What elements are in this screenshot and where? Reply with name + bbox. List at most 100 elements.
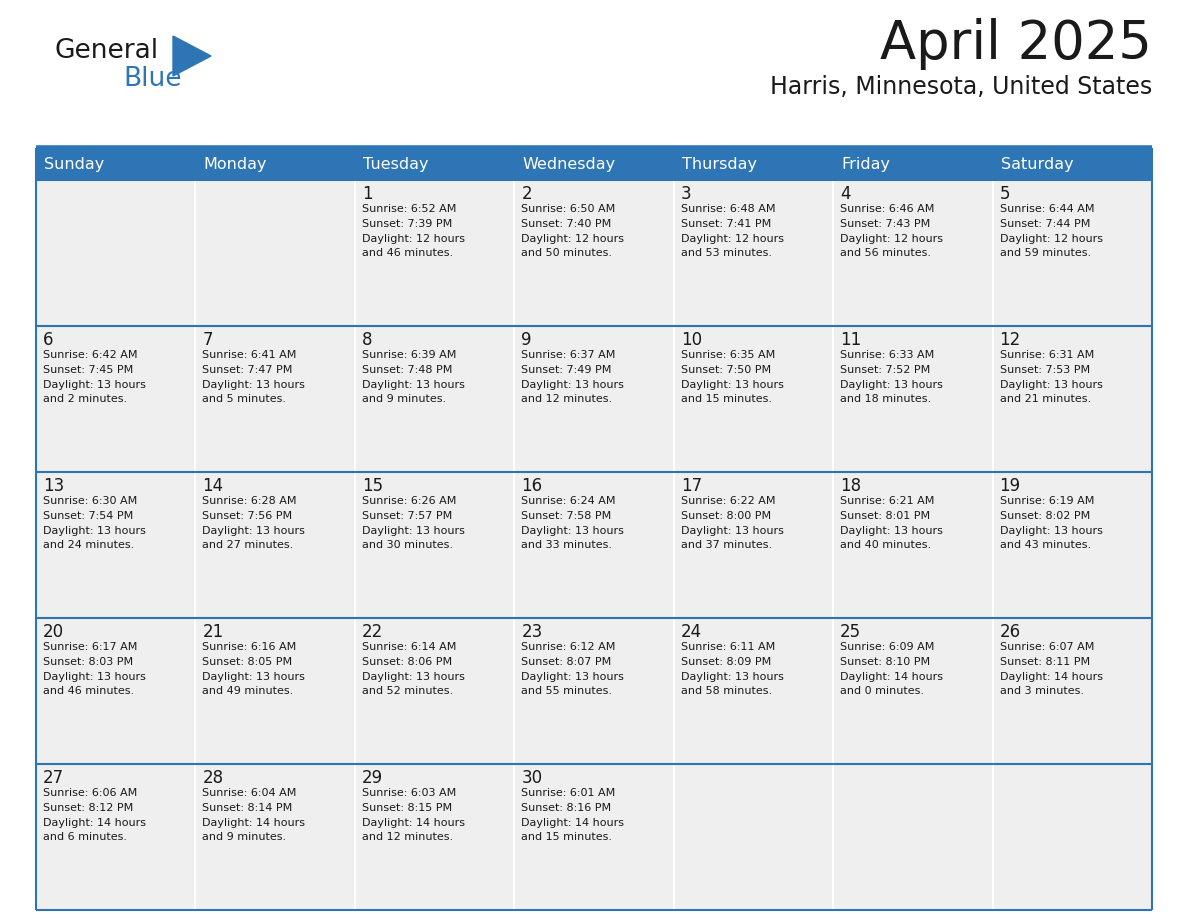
Text: Blue: Blue <box>124 66 182 92</box>
Bar <box>674 148 833 180</box>
Text: Sunrise: 6:42 AM
Sunset: 7:45 PM
Daylight: 13 hours
and 2 minutes.: Sunrise: 6:42 AM Sunset: 7:45 PM Dayligh… <box>43 350 146 405</box>
Text: 10: 10 <box>681 331 702 349</box>
Bar <box>992 326 1152 472</box>
Text: Harris, Minnesota, United States: Harris, Minnesota, United States <box>770 75 1152 99</box>
Bar <box>674 764 833 910</box>
Text: Sunrise: 6:01 AM
Sunset: 8:16 PM
Daylight: 14 hours
and 15 minutes.: Sunrise: 6:01 AM Sunset: 8:16 PM Dayligh… <box>522 788 624 843</box>
Text: Sunrise: 6:17 AM
Sunset: 8:03 PM
Daylight: 13 hours
and 46 minutes.: Sunrise: 6:17 AM Sunset: 8:03 PM Dayligh… <box>43 642 146 697</box>
Bar <box>355 618 514 764</box>
Bar <box>196 618 355 764</box>
Text: Thursday: Thursday <box>682 156 757 172</box>
Bar <box>674 180 833 326</box>
Text: 16: 16 <box>522 477 543 495</box>
Text: 15: 15 <box>362 477 383 495</box>
Text: Friday: Friday <box>841 156 890 172</box>
Bar <box>674 472 833 618</box>
Bar <box>674 618 833 764</box>
Bar <box>36 764 196 910</box>
Bar <box>196 148 355 180</box>
Text: General: General <box>55 38 159 64</box>
Text: Sunrise: 6:22 AM
Sunset: 8:00 PM
Daylight: 13 hours
and 37 minutes.: Sunrise: 6:22 AM Sunset: 8:00 PM Dayligh… <box>681 496 784 551</box>
Text: Sunrise: 6:35 AM
Sunset: 7:50 PM
Daylight: 13 hours
and 15 minutes.: Sunrise: 6:35 AM Sunset: 7:50 PM Dayligh… <box>681 350 784 405</box>
Text: 11: 11 <box>840 331 861 349</box>
Bar <box>355 326 514 472</box>
Text: 7: 7 <box>202 331 213 349</box>
Bar <box>514 148 674 180</box>
Text: 30: 30 <box>522 769 543 787</box>
Text: Sunrise: 6:19 AM
Sunset: 8:02 PM
Daylight: 13 hours
and 43 minutes.: Sunrise: 6:19 AM Sunset: 8:02 PM Dayligh… <box>999 496 1102 551</box>
Text: 27: 27 <box>43 769 64 787</box>
Bar <box>36 326 196 472</box>
Bar <box>196 326 355 472</box>
Text: Sunrise: 6:46 AM
Sunset: 7:43 PM
Daylight: 12 hours
and 56 minutes.: Sunrise: 6:46 AM Sunset: 7:43 PM Dayligh… <box>840 204 943 258</box>
Text: 28: 28 <box>202 769 223 787</box>
Text: 22: 22 <box>362 623 383 641</box>
Bar <box>992 180 1152 326</box>
Text: 13: 13 <box>43 477 64 495</box>
Bar <box>36 180 196 326</box>
Text: April 2025: April 2025 <box>880 18 1152 70</box>
Text: 29: 29 <box>362 769 383 787</box>
Text: Tuesday: Tuesday <box>362 156 429 172</box>
Text: Sunrise: 6:26 AM
Sunset: 7:57 PM
Daylight: 13 hours
and 30 minutes.: Sunrise: 6:26 AM Sunset: 7:57 PM Dayligh… <box>362 496 465 551</box>
Text: Sunrise: 6:14 AM
Sunset: 8:06 PM
Daylight: 13 hours
and 52 minutes.: Sunrise: 6:14 AM Sunset: 8:06 PM Dayligh… <box>362 642 465 697</box>
Text: 18: 18 <box>840 477 861 495</box>
Bar <box>355 472 514 618</box>
Text: Sunrise: 6:50 AM
Sunset: 7:40 PM
Daylight: 12 hours
and 50 minutes.: Sunrise: 6:50 AM Sunset: 7:40 PM Dayligh… <box>522 204 624 258</box>
Text: 20: 20 <box>43 623 64 641</box>
Text: 23: 23 <box>522 623 543 641</box>
Text: Sunrise: 6:11 AM
Sunset: 8:09 PM
Daylight: 13 hours
and 58 minutes.: Sunrise: 6:11 AM Sunset: 8:09 PM Dayligh… <box>681 642 784 697</box>
Text: Sunrise: 6:09 AM
Sunset: 8:10 PM
Daylight: 14 hours
and 0 minutes.: Sunrise: 6:09 AM Sunset: 8:10 PM Dayligh… <box>840 642 943 697</box>
Bar <box>833 148 992 180</box>
Text: 6: 6 <box>43 331 53 349</box>
Text: Sunrise: 6:07 AM
Sunset: 8:11 PM
Daylight: 14 hours
and 3 minutes.: Sunrise: 6:07 AM Sunset: 8:11 PM Dayligh… <box>999 642 1102 697</box>
Bar <box>196 764 355 910</box>
Text: 26: 26 <box>999 623 1020 641</box>
Text: 3: 3 <box>681 185 691 203</box>
Text: Sunrise: 6:30 AM
Sunset: 7:54 PM
Daylight: 13 hours
and 24 minutes.: Sunrise: 6:30 AM Sunset: 7:54 PM Dayligh… <box>43 496 146 551</box>
Bar <box>514 764 674 910</box>
Bar <box>514 326 674 472</box>
Text: Wednesday: Wednesday <box>523 156 615 172</box>
Text: Sunrise: 6:31 AM
Sunset: 7:53 PM
Daylight: 13 hours
and 21 minutes.: Sunrise: 6:31 AM Sunset: 7:53 PM Dayligh… <box>999 350 1102 405</box>
Text: Saturday: Saturday <box>1000 156 1073 172</box>
Bar <box>514 472 674 618</box>
Text: 2: 2 <box>522 185 532 203</box>
Text: Sunrise: 6:37 AM
Sunset: 7:49 PM
Daylight: 13 hours
and 12 minutes.: Sunrise: 6:37 AM Sunset: 7:49 PM Dayligh… <box>522 350 624 405</box>
Text: Sunrise: 6:41 AM
Sunset: 7:47 PM
Daylight: 13 hours
and 5 minutes.: Sunrise: 6:41 AM Sunset: 7:47 PM Dayligh… <box>202 350 305 405</box>
Bar <box>36 472 196 618</box>
Bar <box>833 618 992 764</box>
Text: 5: 5 <box>999 185 1010 203</box>
Text: 1: 1 <box>362 185 373 203</box>
Text: Sunrise: 6:12 AM
Sunset: 8:07 PM
Daylight: 13 hours
and 55 minutes.: Sunrise: 6:12 AM Sunset: 8:07 PM Dayligh… <box>522 642 624 697</box>
Bar <box>833 180 992 326</box>
Polygon shape <box>173 36 211 76</box>
Text: 25: 25 <box>840 623 861 641</box>
Bar <box>514 180 674 326</box>
Bar <box>992 764 1152 910</box>
Bar <box>36 618 196 764</box>
Bar <box>355 764 514 910</box>
Text: Sunrise: 6:16 AM
Sunset: 8:05 PM
Daylight: 13 hours
and 49 minutes.: Sunrise: 6:16 AM Sunset: 8:05 PM Dayligh… <box>202 642 305 697</box>
Bar <box>992 472 1152 618</box>
Text: Sunrise: 6:21 AM
Sunset: 8:01 PM
Daylight: 13 hours
and 40 minutes.: Sunrise: 6:21 AM Sunset: 8:01 PM Dayligh… <box>840 496 943 551</box>
Text: Sunrise: 6:04 AM
Sunset: 8:14 PM
Daylight: 14 hours
and 9 minutes.: Sunrise: 6:04 AM Sunset: 8:14 PM Dayligh… <box>202 788 305 843</box>
Bar <box>196 180 355 326</box>
Text: Sunrise: 6:03 AM
Sunset: 8:15 PM
Daylight: 14 hours
and 12 minutes.: Sunrise: 6:03 AM Sunset: 8:15 PM Dayligh… <box>362 788 465 843</box>
Bar <box>355 148 514 180</box>
Bar <box>36 148 196 180</box>
Bar <box>992 618 1152 764</box>
Text: Monday: Monday <box>203 156 267 172</box>
Bar <box>992 148 1152 180</box>
Text: Sunrise: 6:39 AM
Sunset: 7:48 PM
Daylight: 13 hours
and 9 minutes.: Sunrise: 6:39 AM Sunset: 7:48 PM Dayligh… <box>362 350 465 405</box>
Text: Sunday: Sunday <box>44 156 105 172</box>
Text: 8: 8 <box>362 331 372 349</box>
Text: 14: 14 <box>202 477 223 495</box>
Text: 24: 24 <box>681 623 702 641</box>
Text: Sunrise: 6:44 AM
Sunset: 7:44 PM
Daylight: 12 hours
and 59 minutes.: Sunrise: 6:44 AM Sunset: 7:44 PM Dayligh… <box>999 204 1102 258</box>
Bar <box>196 472 355 618</box>
Text: 4: 4 <box>840 185 851 203</box>
Text: Sunrise: 6:52 AM
Sunset: 7:39 PM
Daylight: 12 hours
and 46 minutes.: Sunrise: 6:52 AM Sunset: 7:39 PM Dayligh… <box>362 204 465 258</box>
Text: Sunrise: 6:24 AM
Sunset: 7:58 PM
Daylight: 13 hours
and 33 minutes.: Sunrise: 6:24 AM Sunset: 7:58 PM Dayligh… <box>522 496 624 551</box>
Text: 19: 19 <box>999 477 1020 495</box>
